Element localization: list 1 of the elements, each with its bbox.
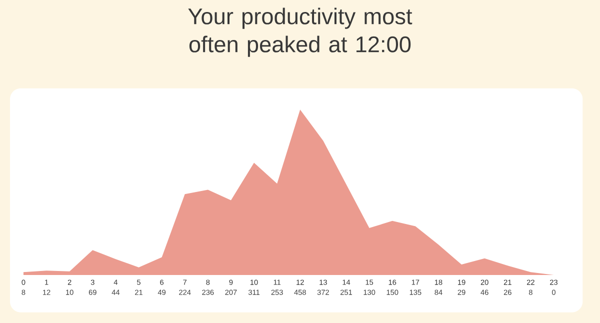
chart-title: Your productivity most often peaked at 12:00 bbox=[188, 8, 412, 57]
